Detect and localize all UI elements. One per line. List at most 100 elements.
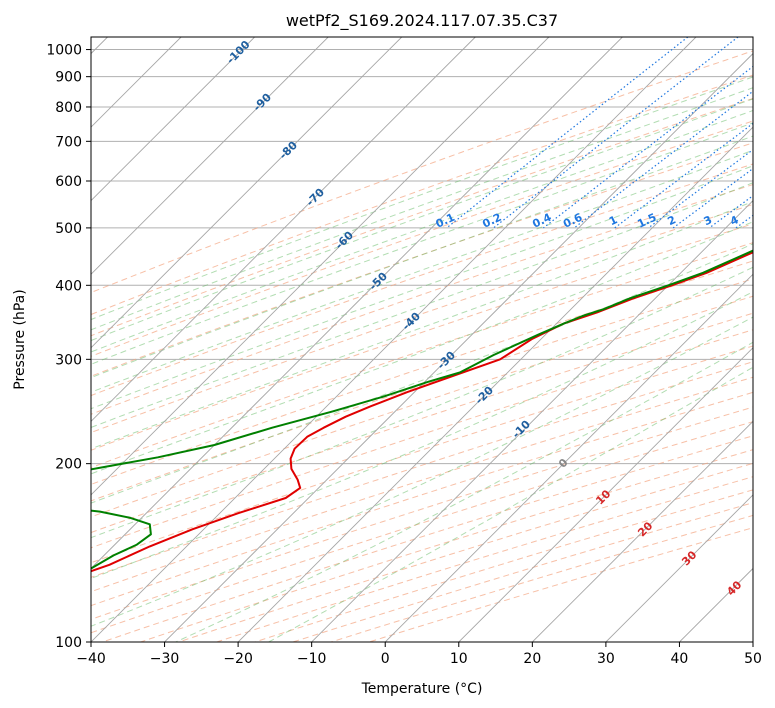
plot-area: -100-90-80-70-60-50-40-30-20-10010203040… (91, 37, 775, 642)
y-tick-label: 700 (55, 134, 82, 150)
x-tick-label: 0 (381, 651, 390, 667)
moist-adiabat-line (91, 200, 753, 450)
plot-frame (90, 36, 754, 643)
mixing-ratio-line (446, 37, 689, 229)
dry-adiabat-line (91, 312, 753, 534)
mixing-ratio-line (573, 90, 753, 229)
mixing-ratio-line (493, 37, 739, 229)
dry-adiabat-line (91, 203, 753, 434)
temperature-profile-line (91, 251, 753, 573)
isotherm-line (384, 273, 753, 642)
y-tick-label: 800 (55, 100, 82, 116)
dry-adiabat-line (91, 260, 753, 485)
sounding-profiles (91, 249, 753, 573)
x-tick-label: −20 (223, 651, 253, 667)
dry-adiabat-line (91, 120, 753, 357)
x-tick-label: −30 (150, 651, 180, 667)
dry-adiabat-line (91, 376, 753, 593)
y-tick-label: 200 (55, 457, 82, 473)
x-axis-title: Temperature (°C) (361, 681, 483, 697)
isotherm-line (91, 37, 623, 570)
isotherm-line (237, 126, 753, 642)
y-tick-label: 900 (55, 70, 82, 86)
chart-title: wetPf2_S169.2024.117.07.35.C37 (286, 11, 558, 31)
isotherm-label: -10 (510, 417, 533, 440)
isotherm-line (164, 52, 753, 642)
x-axis: −40 −30 −20 −10 0 10 20 30 40 50 (76, 642, 762, 667)
dry-adiabat-line (91, 183, 753, 415)
moist-adiabat-line (91, 122, 753, 365)
mixing-ratio-label: 1 (607, 213, 619, 228)
mixing-ratio-label: 4 (728, 213, 741, 228)
x-tick-label: 30 (597, 651, 615, 667)
moist-adiabat-line (91, 182, 753, 428)
isotherm-line (91, 37, 550, 496)
isotherms (91, 37, 753, 642)
x-tick-label: −10 (297, 651, 327, 667)
moist-adiabat-line (91, 149, 753, 393)
isotherm-line (311, 200, 753, 642)
dry-adiabat-line (91, 142, 753, 377)
dry-adiabat-line (91, 97, 753, 337)
dry-adiabat-line (178, 462, 753, 642)
y-tick-label: 100 (55, 635, 82, 651)
isotherm-line (91, 37, 329, 275)
x-tick-label: −40 (76, 651, 106, 667)
moist-adiabat-line (91, 291, 753, 580)
y-axis: 100 200 300 400 500 600 700 800 900 1000 (46, 43, 91, 651)
mixing-ratio-label: 2 (665, 213, 677, 228)
isotherm-label: -60 (333, 228, 356, 251)
dry-adiabat-line (91, 74, 753, 316)
mixing-ratio-line (735, 214, 753, 229)
isotherm-line (458, 347, 753, 642)
moist-adiabat-line (91, 87, 753, 331)
dry-adiabats (91, 50, 753, 642)
mixing-ratio-line (672, 167, 753, 229)
dry-adiabat-line (91, 391, 753, 607)
pressure-gridlines (91, 49, 753, 642)
isotherm-label: 40 (724, 578, 744, 598)
moist-adiabat-line (91, 98, 753, 342)
y-tick-label: 600 (55, 174, 82, 190)
isotherm-line (532, 420, 753, 642)
isotherm-label: -100 (224, 38, 253, 67)
moist-adiabat-line (91, 135, 753, 379)
y-tick-label: 400 (55, 278, 82, 294)
dry-adiabat-line (369, 527, 753, 642)
isotherm-line (605, 494, 753, 642)
mixing-ratio-line (614, 122, 753, 229)
y-tick-label: 300 (55, 352, 82, 368)
moist-adiabat-line (91, 109, 753, 353)
dry-adiabat-line (91, 278, 753, 502)
y-tick-label: 1000 (46, 43, 82, 59)
dry-adiabat-line (91, 345, 753, 564)
x-tick-label: 10 (450, 651, 468, 667)
isotherm-line (91, 37, 403, 349)
dry-adiabat-line (330, 514, 753, 642)
moist-adiabat-line (91, 243, 753, 504)
moist-adiabats (91, 76, 753, 642)
mixing-ratio-line (543, 65, 753, 229)
isotherm-line (752, 641, 753, 642)
mixing-ratio-label: 6 (767, 213, 775, 228)
moist-adiabat-line (268, 366, 753, 642)
y-tick-label: 500 (55, 221, 82, 237)
isotherm-line (91, 37, 255, 202)
y-axis-title: Pressure (hPa) (12, 289, 28, 389)
dry-adiabat-line (102, 435, 753, 642)
isotherm-line (91, 37, 697, 642)
dewpoint-profile-line (91, 249, 753, 570)
moist-adiabat-line (91, 76, 753, 321)
dry-adiabat-line (91, 361, 753, 578)
moist-adiabat-line (91, 165, 753, 410)
dry-adiabat-line (91, 50, 753, 294)
dry-adiabat-line (91, 295, 753, 518)
dry-adiabat-line (91, 163, 753, 397)
moist-adiabat-line (91, 221, 753, 475)
dry-adiabat-line (292, 502, 753, 642)
moist-adiabat-line (91, 266, 753, 539)
x-tick-label: 50 (744, 651, 762, 667)
dry-adiabat-line (91, 223, 753, 451)
